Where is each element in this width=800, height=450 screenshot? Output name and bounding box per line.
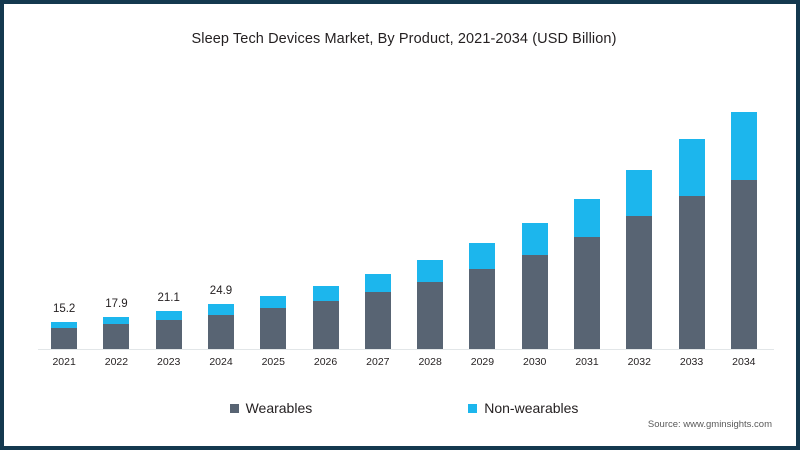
bar-group[interactable] (730, 112, 757, 350)
chart-title: Sleep Tech Devices Market, By Product, 2… (191, 31, 617, 47)
bar-segment-wearables[interactable] (678, 196, 705, 350)
bar-segment-wearables[interactable] (155, 319, 182, 350)
bar-segment-wearables[interactable] (51, 328, 78, 350)
bar-group[interactable] (260, 295, 287, 350)
x-axis-tick-label: 2031 (575, 356, 599, 368)
x-axis-line (38, 349, 774, 350)
bar-segment-non-wearables[interactable] (469, 243, 496, 270)
x-axis-tick-label: 2021 (52, 356, 76, 368)
bar-value-label: 24.9 (209, 285, 233, 298)
bar-group[interactable]: 24.9 (208, 285, 234, 350)
chart-legend: Wearables Non-wearables (4, 400, 796, 416)
bar-group[interactable] (364, 274, 391, 350)
square-swatch-icon (468, 403, 478, 413)
bar-value-label: 17.9 (105, 297, 128, 310)
bar-group[interactable]: 15.2 (51, 303, 78, 350)
bar-segment-non-wearables[interactable] (208, 304, 234, 315)
x-axis-tick-label: 2030 (523, 356, 547, 368)
bar-segment-non-wearables[interactable] (312, 285, 339, 301)
x-axis-tick-label: 2028 (418, 356, 442, 368)
bar-group[interactable] (469, 243, 496, 350)
x-axis-tick-label: 2029 (470, 356, 495, 368)
bar-segment-non-wearables[interactable] (155, 311, 182, 320)
square-swatch-icon (229, 403, 239, 413)
legend-item-wearables[interactable]: Wearables (229, 400, 313, 416)
x-axis-tick-label: 2024 (209, 356, 233, 368)
x-axis-tick-label: 2025 (261, 356, 285, 368)
bar-segment-non-wearables[interactable] (260, 295, 287, 309)
bar-segment-wearables[interactable] (364, 292, 391, 350)
bar-group[interactable] (574, 198, 600, 350)
bar-group[interactable] (626, 169, 653, 350)
bar-segment-wearables[interactable] (103, 324, 130, 350)
x-axis-tick-label: 2026 (313, 356, 338, 368)
bar-segment-non-wearables[interactable] (521, 222, 548, 255)
bar-segment-non-wearables[interactable] (417, 259, 444, 282)
x-axis-tick-label: 2023 (157, 356, 181, 368)
x-axis-tick-label: 2033 (679, 356, 704, 368)
bar-segment-wearables[interactable] (312, 300, 339, 350)
bar-segment-non-wearables[interactable] (574, 198, 600, 237)
x-axis-tick-label: 2022 (104, 356, 129, 368)
bar-segment-non-wearables[interactable] (626, 169, 653, 217)
bar-group[interactable]: 21.1 (155, 292, 182, 350)
bar-segment-non-wearables[interactable] (364, 274, 391, 293)
bar-value-label: 21.1 (157, 292, 180, 305)
x-axis-tick-label: 2032 (627, 356, 651, 368)
legend-label-wearables: Wearables (245, 400, 313, 416)
bar-segment-non-wearables[interactable] (730, 112, 757, 181)
legend-label-non-wearables: Non-wearables (484, 400, 579, 416)
bar-segment-wearables[interactable] (730, 180, 757, 350)
bar-segment-non-wearables[interactable] (51, 321, 78, 329)
x-axis-tick-label: 2027 (366, 356, 390, 368)
bar-segment-wearables[interactable] (521, 254, 548, 350)
bar-segment-non-wearables[interactable] (678, 139, 705, 197)
source-note: Source: www.gminsights.com (647, 419, 772, 430)
bar-segment-wearables[interactable] (469, 269, 496, 350)
bar-group[interactable] (678, 139, 705, 350)
bar-segment-wearables[interactable] (260, 308, 287, 350)
bar-group[interactable] (417, 259, 444, 350)
bar-segment-wearables[interactable] (626, 216, 653, 350)
bar-segment-non-wearables[interactable] (103, 316, 130, 325)
bar-segment-wearables[interactable] (417, 281, 444, 350)
bar-group[interactable]: 17.9 (103, 298, 130, 350)
plot-area: 15.2 17.9 21.1 24.9 (38, 64, 770, 350)
bar-segment-wearables[interactable] (208, 314, 234, 350)
bar-segment-wearables[interactable] (574, 236, 600, 350)
bar-group[interactable] (521, 222, 548, 350)
x-axis-tick-label: 2034 (732, 356, 756, 368)
bar-value-label: 15.2 (52, 302, 76, 315)
legend-item-non-wearables[interactable]: Non-wearables (468, 400, 578, 416)
bar-group[interactable] (312, 285, 339, 350)
